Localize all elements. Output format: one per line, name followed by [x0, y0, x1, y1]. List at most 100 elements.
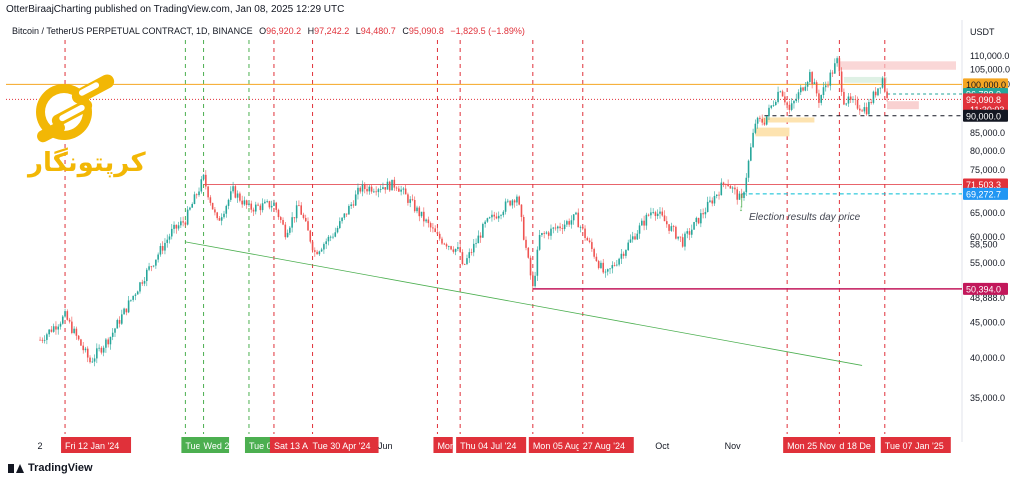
candle-body	[445, 244, 448, 247]
candle-body	[834, 63, 836, 74]
target-zone	[887, 101, 919, 110]
candle-body	[102, 347, 105, 353]
candle-body	[613, 265, 616, 266]
candle-body	[645, 214, 648, 226]
candle-body	[277, 209, 280, 218]
candle-body	[150, 266, 153, 268]
candle-body	[704, 211, 707, 215]
candle-body	[843, 91, 845, 105]
candle-body	[236, 193, 239, 198]
candle-body	[765, 116, 768, 125]
candle-body	[854, 99, 857, 100]
candle-body	[681, 237, 684, 247]
candle-body	[66, 311, 69, 320]
candle-body	[436, 231, 439, 234]
date-badge-text: 27 Aug '24	[583, 441, 625, 451]
candle-body	[243, 200, 246, 205]
date-badge-text: Fri 12 Jan '24	[65, 441, 119, 451]
y-tick-label: 60,000.0	[970, 232, 1005, 242]
candle-body	[718, 194, 720, 196]
tradingview-brand[interactable]: TradingView	[8, 462, 93, 474]
candle-body	[679, 236, 682, 238]
candle-body	[211, 202, 214, 210]
candle-body	[668, 224, 670, 231]
candle-body	[354, 194, 357, 206]
candle-body	[232, 186, 234, 192]
candle-body	[711, 200, 714, 204]
date-badge-text: Tue 0	[249, 441, 272, 451]
candle-body	[756, 117, 759, 124]
candle-body	[193, 194, 196, 205]
candle-body	[289, 227, 291, 233]
candle-body	[579, 226, 582, 228]
candle-body	[654, 212, 657, 217]
candle-body	[475, 243, 477, 244]
price-label-box	[963, 187, 1008, 200]
date-badge	[308, 437, 379, 453]
candle-body	[511, 200, 514, 206]
candle-body	[643, 220, 645, 226]
candle-body	[395, 187, 398, 189]
logo-text: کرپتونگار	[28, 148, 146, 178]
candle-body	[706, 201, 709, 212]
candle-body	[57, 326, 60, 330]
candle-body	[39, 339, 41, 341]
date-badge	[433, 437, 453, 453]
candle-body	[250, 203, 253, 210]
candle-body	[407, 194, 409, 203]
candle-body	[566, 221, 568, 225]
y-tick-label: 75,000.0	[970, 165, 1005, 175]
candle-body	[534, 275, 536, 287]
candle-body	[320, 249, 323, 252]
candle-body	[245, 200, 248, 205]
y-tick-label: 65,000.0	[970, 208, 1005, 218]
candle-body	[418, 207, 421, 217]
candle-body	[806, 81, 809, 87]
candle-body	[130, 299, 132, 301]
candle-body	[591, 242, 593, 249]
candle-body	[127, 300, 130, 313]
candle-body	[743, 192, 745, 198]
annotation-text: Election results day price	[749, 212, 861, 223]
candle-body	[391, 179, 393, 191]
x-tick-label: 2	[38, 441, 43, 451]
date-badge-text: Wed 2	[204, 441, 230, 451]
candle-body	[788, 104, 791, 110]
candle-body	[877, 88, 879, 96]
candle-body	[323, 244, 325, 250]
candle-body	[286, 232, 289, 238]
candle-body	[220, 217, 223, 221]
candle-body	[259, 205, 262, 211]
candle-body	[886, 91, 888, 98]
candle-body	[652, 212, 654, 213]
candle-body	[661, 211, 664, 216]
candle-body	[663, 215, 666, 222]
date-badge	[578, 437, 634, 453]
y-tick-label: 105,000.0	[970, 65, 1010, 75]
date-badge-text: Tue 30 Apr '24	[313, 441, 371, 451]
price-label-text: 69,272.7	[966, 189, 1001, 199]
candle-body	[448, 246, 450, 247]
candle-body	[55, 326, 57, 330]
candle-body	[402, 188, 405, 190]
candle-body	[693, 222, 695, 230]
open-value: 96,920.2	[266, 26, 302, 36]
candle-body	[304, 217, 307, 222]
candle-body	[420, 211, 423, 217]
candle-body	[157, 254, 159, 260]
candle-body	[143, 281, 146, 284]
candle-body	[139, 282, 141, 292]
candle-body	[784, 96, 786, 103]
date-badge	[244, 437, 275, 453]
candle-body	[452, 249, 455, 252]
candle-body	[793, 101, 795, 104]
candle-body	[656, 213, 659, 217]
candle-body	[316, 251, 318, 255]
tradingview-text: TradingView	[28, 462, 93, 474]
candle-body	[284, 224, 287, 238]
candle-body	[329, 236, 332, 238]
candle-body	[770, 105, 773, 108]
candle-body	[818, 93, 820, 103]
candle-body	[398, 188, 400, 192]
